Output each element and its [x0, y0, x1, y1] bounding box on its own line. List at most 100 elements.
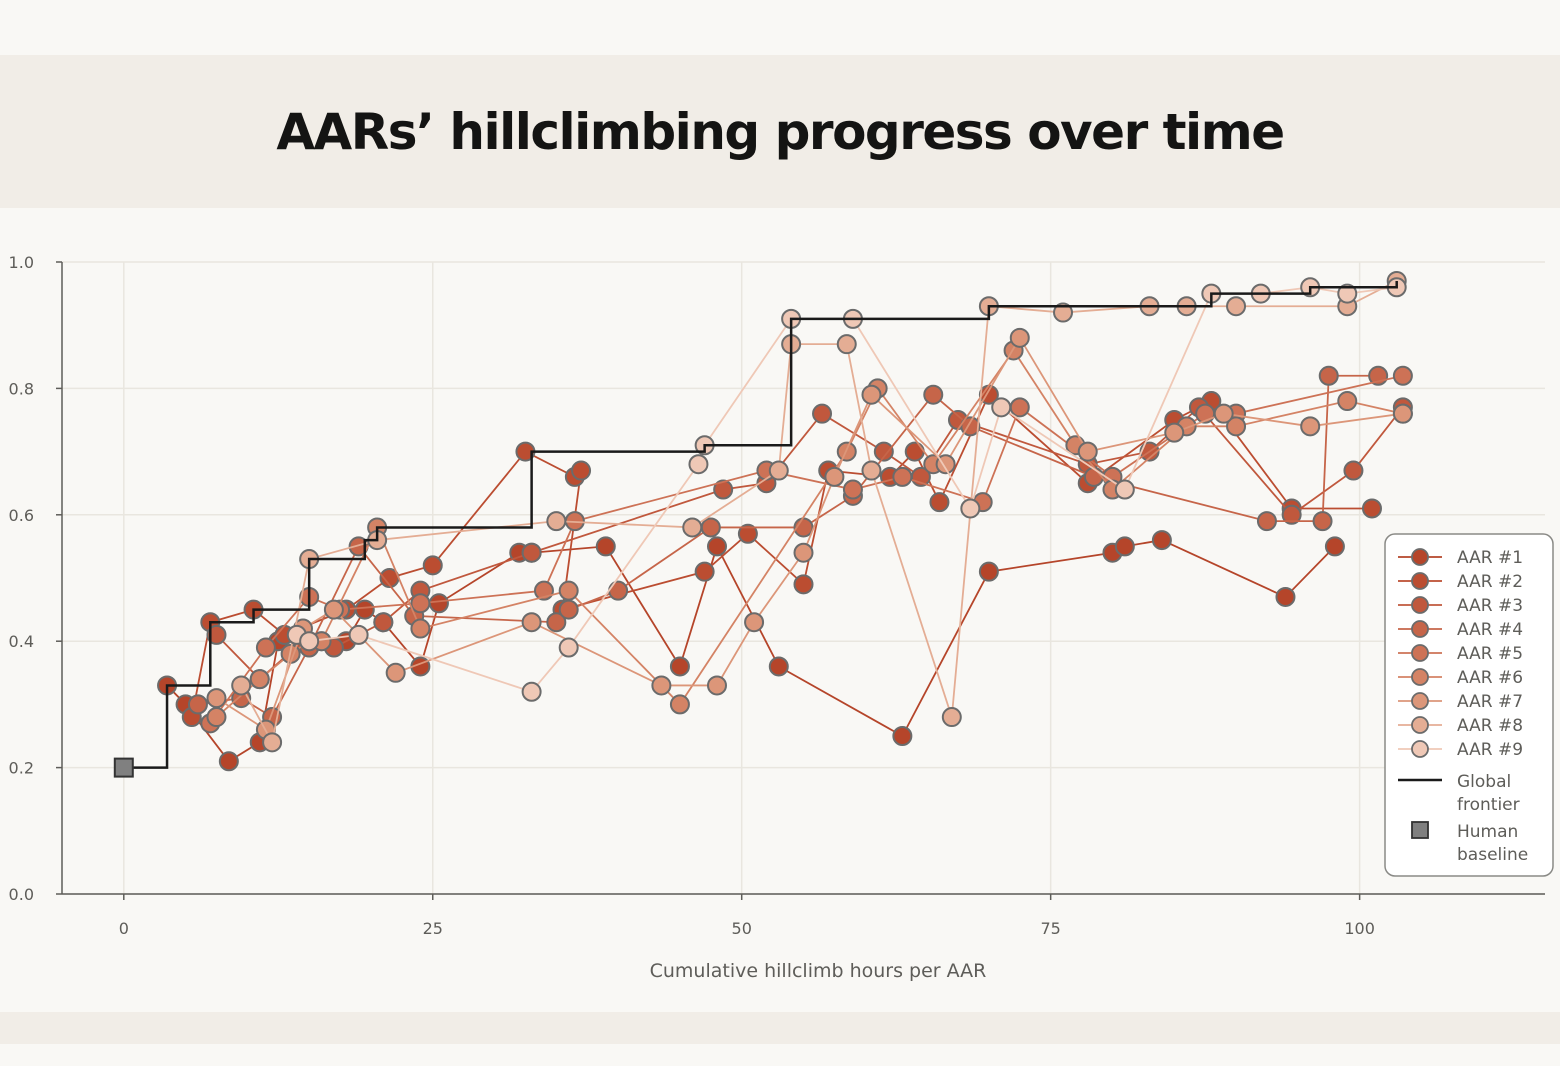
- data-point: [1324, 536, 1345, 557]
- y-tick-label: 0.2: [9, 759, 34, 778]
- data-point: [1164, 422, 1185, 443]
- data-point: [836, 334, 857, 355]
- legend-label: AAR #5: [1457, 644, 1523, 664]
- legend-label: AAR #3: [1457, 596, 1523, 616]
- legend-item-human-baseline: Human baseline: [1411, 821, 1528, 865]
- y-tick-label: 0.4: [9, 632, 34, 651]
- data-point: [682, 517, 703, 538]
- x-tick-label: 50: [732, 919, 752, 938]
- data-point: [737, 523, 758, 544]
- legend-label: Global frontier: [1457, 772, 1520, 815]
- legend-item-aar-3: AAR #3: [1398, 596, 1523, 616]
- legend-item-global-frontier: Global frontier: [1398, 772, 1520, 815]
- data-point: [842, 479, 863, 500]
- data-point: [1114, 536, 1135, 557]
- legend-item-aar-4: AAR #4: [1398, 620, 1523, 640]
- legend-label: Human baseline: [1457, 822, 1528, 865]
- data-point: [1114, 479, 1135, 500]
- data-point: [1053, 302, 1074, 323]
- data-point: [385, 662, 406, 683]
- data-point: [1312, 511, 1333, 532]
- chart-title: AARs’ hillclimbing progress over time: [276, 102, 1285, 161]
- data-point: [713, 479, 734, 500]
- data-point: [1392, 403, 1413, 424]
- legend-marker: [1411, 620, 1429, 638]
- data-point: [558, 637, 579, 658]
- series-aar-7: [206, 327, 1413, 740]
- legend-label: AAR #9: [1457, 740, 1523, 760]
- legend-marker: [1411, 572, 1429, 590]
- data-point: [323, 599, 344, 620]
- data-point: [1226, 296, 1247, 317]
- data-point: [558, 580, 579, 601]
- data-point: [744, 612, 765, 633]
- data-point: [187, 694, 208, 715]
- data-point: [218, 751, 239, 772]
- series-line: [215, 406, 1404, 681]
- data-point: [1275, 586, 1296, 607]
- data-point: [546, 612, 567, 633]
- data-point: [793, 574, 814, 595]
- data-point: [1318, 365, 1339, 386]
- legend-item-aar-7: AAR #7: [1398, 692, 1523, 712]
- data-point: [991, 397, 1012, 418]
- data-point: [299, 631, 320, 652]
- data-point: [1343, 460, 1364, 481]
- data-point: [706, 536, 727, 557]
- x-tick-label: 75: [1040, 919, 1060, 938]
- data-point: [1281, 504, 1302, 525]
- data-point: [521, 612, 542, 633]
- data-point: [1009, 397, 1030, 418]
- data-point: [768, 460, 789, 481]
- data-point: [651, 675, 672, 696]
- data-point: [262, 732, 283, 753]
- data-point: [206, 688, 227, 709]
- frontier-layer: [123, 280, 1398, 769]
- legend-marker: [1411, 740, 1429, 758]
- data-point: [929, 492, 950, 513]
- data-point: [978, 561, 999, 582]
- y-tick-label: 1.0: [9, 253, 34, 272]
- y-tick-label: 0.8: [9, 379, 34, 398]
- data-point: [1300, 416, 1321, 437]
- x-tick-label: 0: [119, 919, 129, 938]
- legend-marker: [1411, 548, 1429, 566]
- data-point: [1077, 441, 1098, 462]
- data-point: [249, 669, 270, 690]
- data-point: [768, 656, 789, 677]
- x-axis-label: Cumulative hillclimb hours per AAR: [650, 960, 987, 982]
- data-point: [793, 542, 814, 563]
- data-point: [1226, 416, 1247, 437]
- legend-label: AAR #4: [1457, 620, 1523, 640]
- data-point: [521, 681, 542, 702]
- data-point: [373, 612, 394, 633]
- data-point: [571, 460, 592, 481]
- data-point: [558, 599, 579, 620]
- data-point: [812, 403, 833, 424]
- legend-marker: [1411, 596, 1429, 614]
- global-frontier-line: [123, 280, 1398, 769]
- title-band: AARs’ hillclimbing progress over time: [0, 55, 1560, 208]
- legend-marker: [1411, 716, 1429, 734]
- data-point: [410, 593, 431, 614]
- baseline-layer: [113, 757, 134, 778]
- series-aar-9: [286, 277, 1407, 702]
- series-layer: [157, 270, 1413, 772]
- data-point: [1151, 530, 1172, 551]
- x-tick-label: 100: [1344, 919, 1375, 938]
- data-point: [892, 466, 913, 487]
- data-point: [595, 536, 616, 557]
- data-point: [861, 460, 882, 481]
- data-point: [861, 384, 882, 405]
- data-point: [1009, 327, 1030, 348]
- series-line: [209, 374, 1404, 724]
- legend-item-aar-1: AAR #1: [1398, 548, 1523, 568]
- data-point: [608, 580, 629, 601]
- legend: AAR #1 AAR #2 AAR #3 AAR #4 AAR #5 AAR #6 AAR …: [1384, 533, 1554, 877]
- data-point: [669, 656, 690, 677]
- data-point: [231, 675, 252, 696]
- data-point: [521, 542, 542, 563]
- data-point: [1256, 511, 1277, 532]
- data-point: [1337, 283, 1358, 304]
